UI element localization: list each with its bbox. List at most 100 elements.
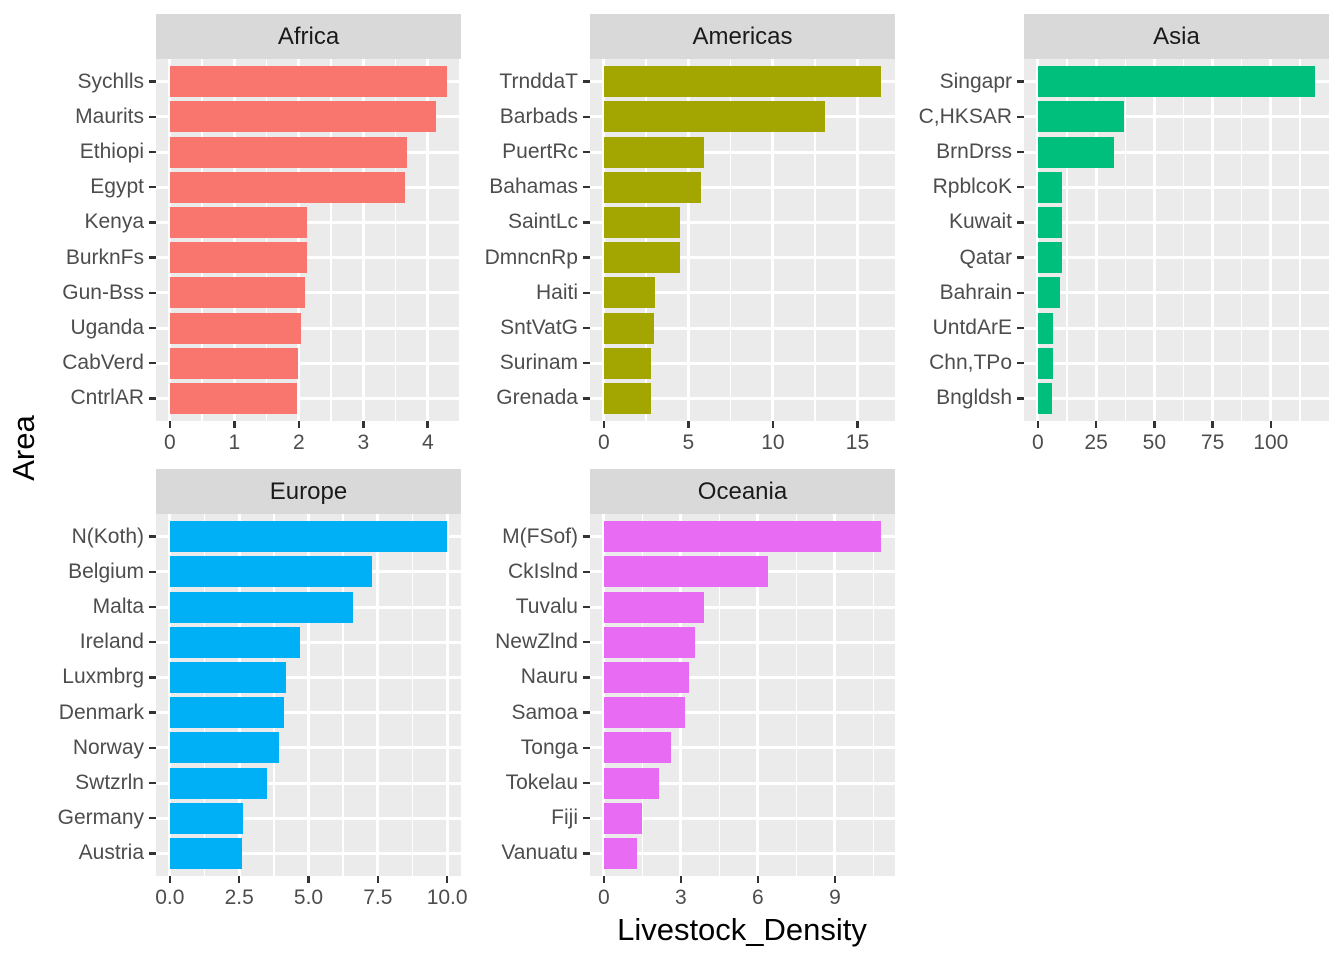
bar-cntrlar: [169, 382, 297, 414]
bar-sntvatg: [603, 312, 654, 344]
gridline-major-x: [445, 514, 449, 876]
y-tick-mark: [1017, 150, 1024, 154]
bar-egypt: [169, 171, 406, 203]
gridline-minor-x: [814, 59, 816, 421]
y-tick-mark: [583, 221, 590, 224]
gridline-major-y: [1024, 256, 1329, 260]
gridline-major-y: [156, 220, 461, 224]
x-tick-mark: [237, 876, 241, 883]
y-axis-label: Bahamas: [489, 175, 578, 199]
gridline-minor-x: [342, 514, 344, 876]
gridline-minor-x: [330, 59, 332, 421]
gridline-major-y: [590, 361, 895, 365]
x-tick-label: 3: [675, 886, 687, 909]
bar-ckislnd: [603, 556, 769, 588]
x-tick-label: 0: [164, 431, 176, 454]
gridline-major-x: [679, 514, 683, 876]
y-axis-title: Area: [6, 415, 41, 481]
y-axis-label: Barbads: [499, 104, 578, 128]
x-axis-title: Livestock_Density: [617, 912, 867, 947]
x-tick-label: 5: [682, 431, 695, 454]
gridline-major-y: [1024, 396, 1329, 400]
facet-panel-oceania: [590, 514, 895, 876]
gridline-major-x: [756, 514, 760, 876]
y-tick-mark: [583, 150, 590, 154]
gridline-minor-x: [729, 59, 732, 421]
y-axis-label: Tokelau: [505, 771, 578, 794]
y-axis-label: Bahrain: [939, 280, 1012, 304]
y-axis-label: N(Koth): [71, 524, 144, 548]
facet-strip-africa: Africa: [156, 14, 461, 59]
gridline-major-x: [686, 59, 690, 421]
y-axis-label: Luxmbrg: [62, 665, 144, 689]
y-tick-mark: [1017, 256, 1024, 259]
facet-strip-europe: Europe: [156, 469, 461, 514]
gridline-major-y: [590, 185, 895, 189]
y-axis-label: C,HKSAR: [918, 104, 1012, 128]
gridline-major-x: [1036, 59, 1040, 421]
y-tick-mark: [1017, 291, 1024, 295]
y-tick-mark: [583, 326, 590, 330]
gridline-minor-x: [872, 514, 875, 876]
x-tick-label: 15: [845, 431, 870, 454]
y-axis-label: SaintLc: [507, 210, 578, 234]
bar-maurits: [169, 101, 436, 133]
x-tick-mark: [233, 421, 236, 428]
y-tick-mark: [583, 570, 590, 574]
gridline-major-y: [1024, 326, 1329, 330]
x-tick-label: 5.0: [293, 886, 324, 909]
y-tick-mark: [149, 221, 156, 224]
bar-kuwait: [1037, 206, 1062, 238]
y-tick-mark: [1017, 80, 1024, 83]
y-axis-label: CntrlAR: [70, 386, 144, 410]
gridline-minor-x: [394, 59, 397, 421]
facet-strip-oceania: Oceania: [590, 469, 895, 514]
bar-rpblcok: [1037, 171, 1063, 203]
y-tick-mark: [149, 746, 156, 750]
facet-panel-europe: [156, 514, 461, 876]
bar-singapr: [1037, 66, 1316, 98]
facet-strip-asia: Asia: [1024, 14, 1329, 59]
gridline-major-y: [1024, 185, 1329, 189]
y-tick-mark: [149, 185, 156, 189]
y-tick-mark: [149, 115, 156, 119]
x-tick-label: 9: [829, 886, 841, 909]
bar-swtzrln: [169, 767, 267, 799]
bar-kenya: [169, 206, 308, 238]
y-axis-label: Norway: [72, 735, 144, 759]
bar-samoa: [603, 697, 685, 729]
y-axis-label: Germany: [57, 806, 144, 830]
y-axis-label: Gun-Bss: [62, 280, 144, 304]
bar-dmncnrp: [603, 242, 680, 274]
y-tick-mark: [583, 816, 590, 820]
y-axis-label: Belgium: [68, 559, 144, 583]
y-axis-label: Ethiopi: [79, 140, 144, 163]
bar-brndrss: [1037, 136, 1114, 168]
gridline-major-y: [590, 675, 895, 679]
bar-surinam: [603, 347, 652, 379]
y-tick-mark: [149, 640, 156, 644]
y-tick-mark: [1017, 326, 1024, 330]
x-tick-label: 25: [1084, 431, 1108, 454]
gridline-major-x: [833, 514, 837, 876]
x-tick-mark: [1211, 421, 1214, 428]
gridline-minor-x: [641, 514, 644, 876]
y-tick-mark: [149, 397, 156, 400]
x-tick-mark: [679, 876, 683, 883]
y-tick-mark: [583, 781, 590, 785]
y-tick-mark: [149, 676, 156, 679]
y-axis-label: Haiti: [535, 280, 578, 304]
y-tick-mark: [149, 570, 156, 574]
y-axis-label: BurknFs: [65, 245, 144, 269]
bar-tonga: [603, 732, 671, 764]
gridline-major-x: [297, 59, 301, 421]
bar-bngldsh: [1037, 382, 1052, 414]
y-tick-mark: [149, 80, 156, 83]
x-tick-label: 6: [752, 886, 764, 909]
x-tick-label: 75: [1200, 431, 1225, 454]
bar-luxmbrg: [169, 661, 287, 693]
gridline-major-x: [307, 514, 310, 876]
y-tick-mark: [583, 361, 590, 365]
y-tick-mark: [149, 150, 156, 154]
gridline-major-x: [1211, 59, 1215, 421]
